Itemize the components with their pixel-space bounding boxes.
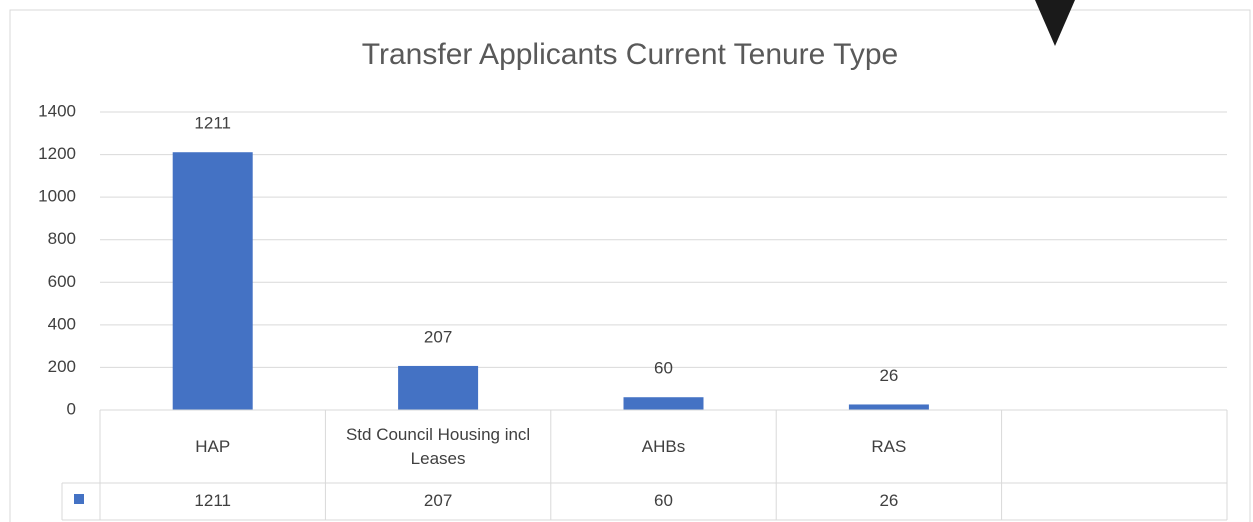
- bar: [398, 365, 479, 410]
- x-tick-label-box: AHBs: [641, 436, 686, 456]
- y-tick-label: 1400: [38, 101, 76, 120]
- table-value: 60: [654, 491, 673, 510]
- x-tick-label: RAS: [871, 436, 907, 456]
- legend-key: [74, 494, 84, 504]
- bar: [623, 397, 704, 410]
- data-label: 60: [654, 359, 673, 378]
- data-label: 26: [879, 366, 898, 385]
- x-tick-label-box: RAS: [871, 436, 907, 456]
- x-tick-label: AHBs: [641, 436, 686, 456]
- x-tick-label-box: Std Council Housing incl Leases: [345, 424, 531, 468]
- x-tick-label: Std Council Housing incl Leases: [345, 424, 531, 468]
- y-tick-label: 600: [48, 272, 76, 291]
- bar: [848, 404, 929, 410]
- table-value: 1211: [194, 491, 231, 510]
- y-tick-label: 1000: [38, 187, 76, 206]
- chart-title: Transfer Applicants Current Tenure Type: [362, 38, 898, 71]
- data-label: 1211: [194, 114, 231, 133]
- table-value: 26: [879, 491, 898, 510]
- y-tick-label: 200: [48, 357, 76, 376]
- data-label: 207: [424, 327, 452, 346]
- table-value: 207: [424, 491, 452, 510]
- cursor-pointer: [1035, 0, 1075, 46]
- x-tick-label: HAP: [195, 436, 231, 456]
- y-tick-label: 0: [67, 399, 76, 418]
- y-tick-label: 800: [48, 229, 76, 248]
- bar: [172, 152, 253, 411]
- y-tick-label: 400: [48, 314, 76, 333]
- y-tick-label: 1200: [38, 144, 76, 163]
- x-tick-label-box: HAP: [195, 436, 231, 456]
